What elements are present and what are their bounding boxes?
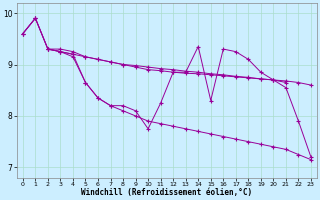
X-axis label: Windchill (Refroidissement éolien,°C): Windchill (Refroidissement éolien,°C)	[81, 188, 252, 197]
